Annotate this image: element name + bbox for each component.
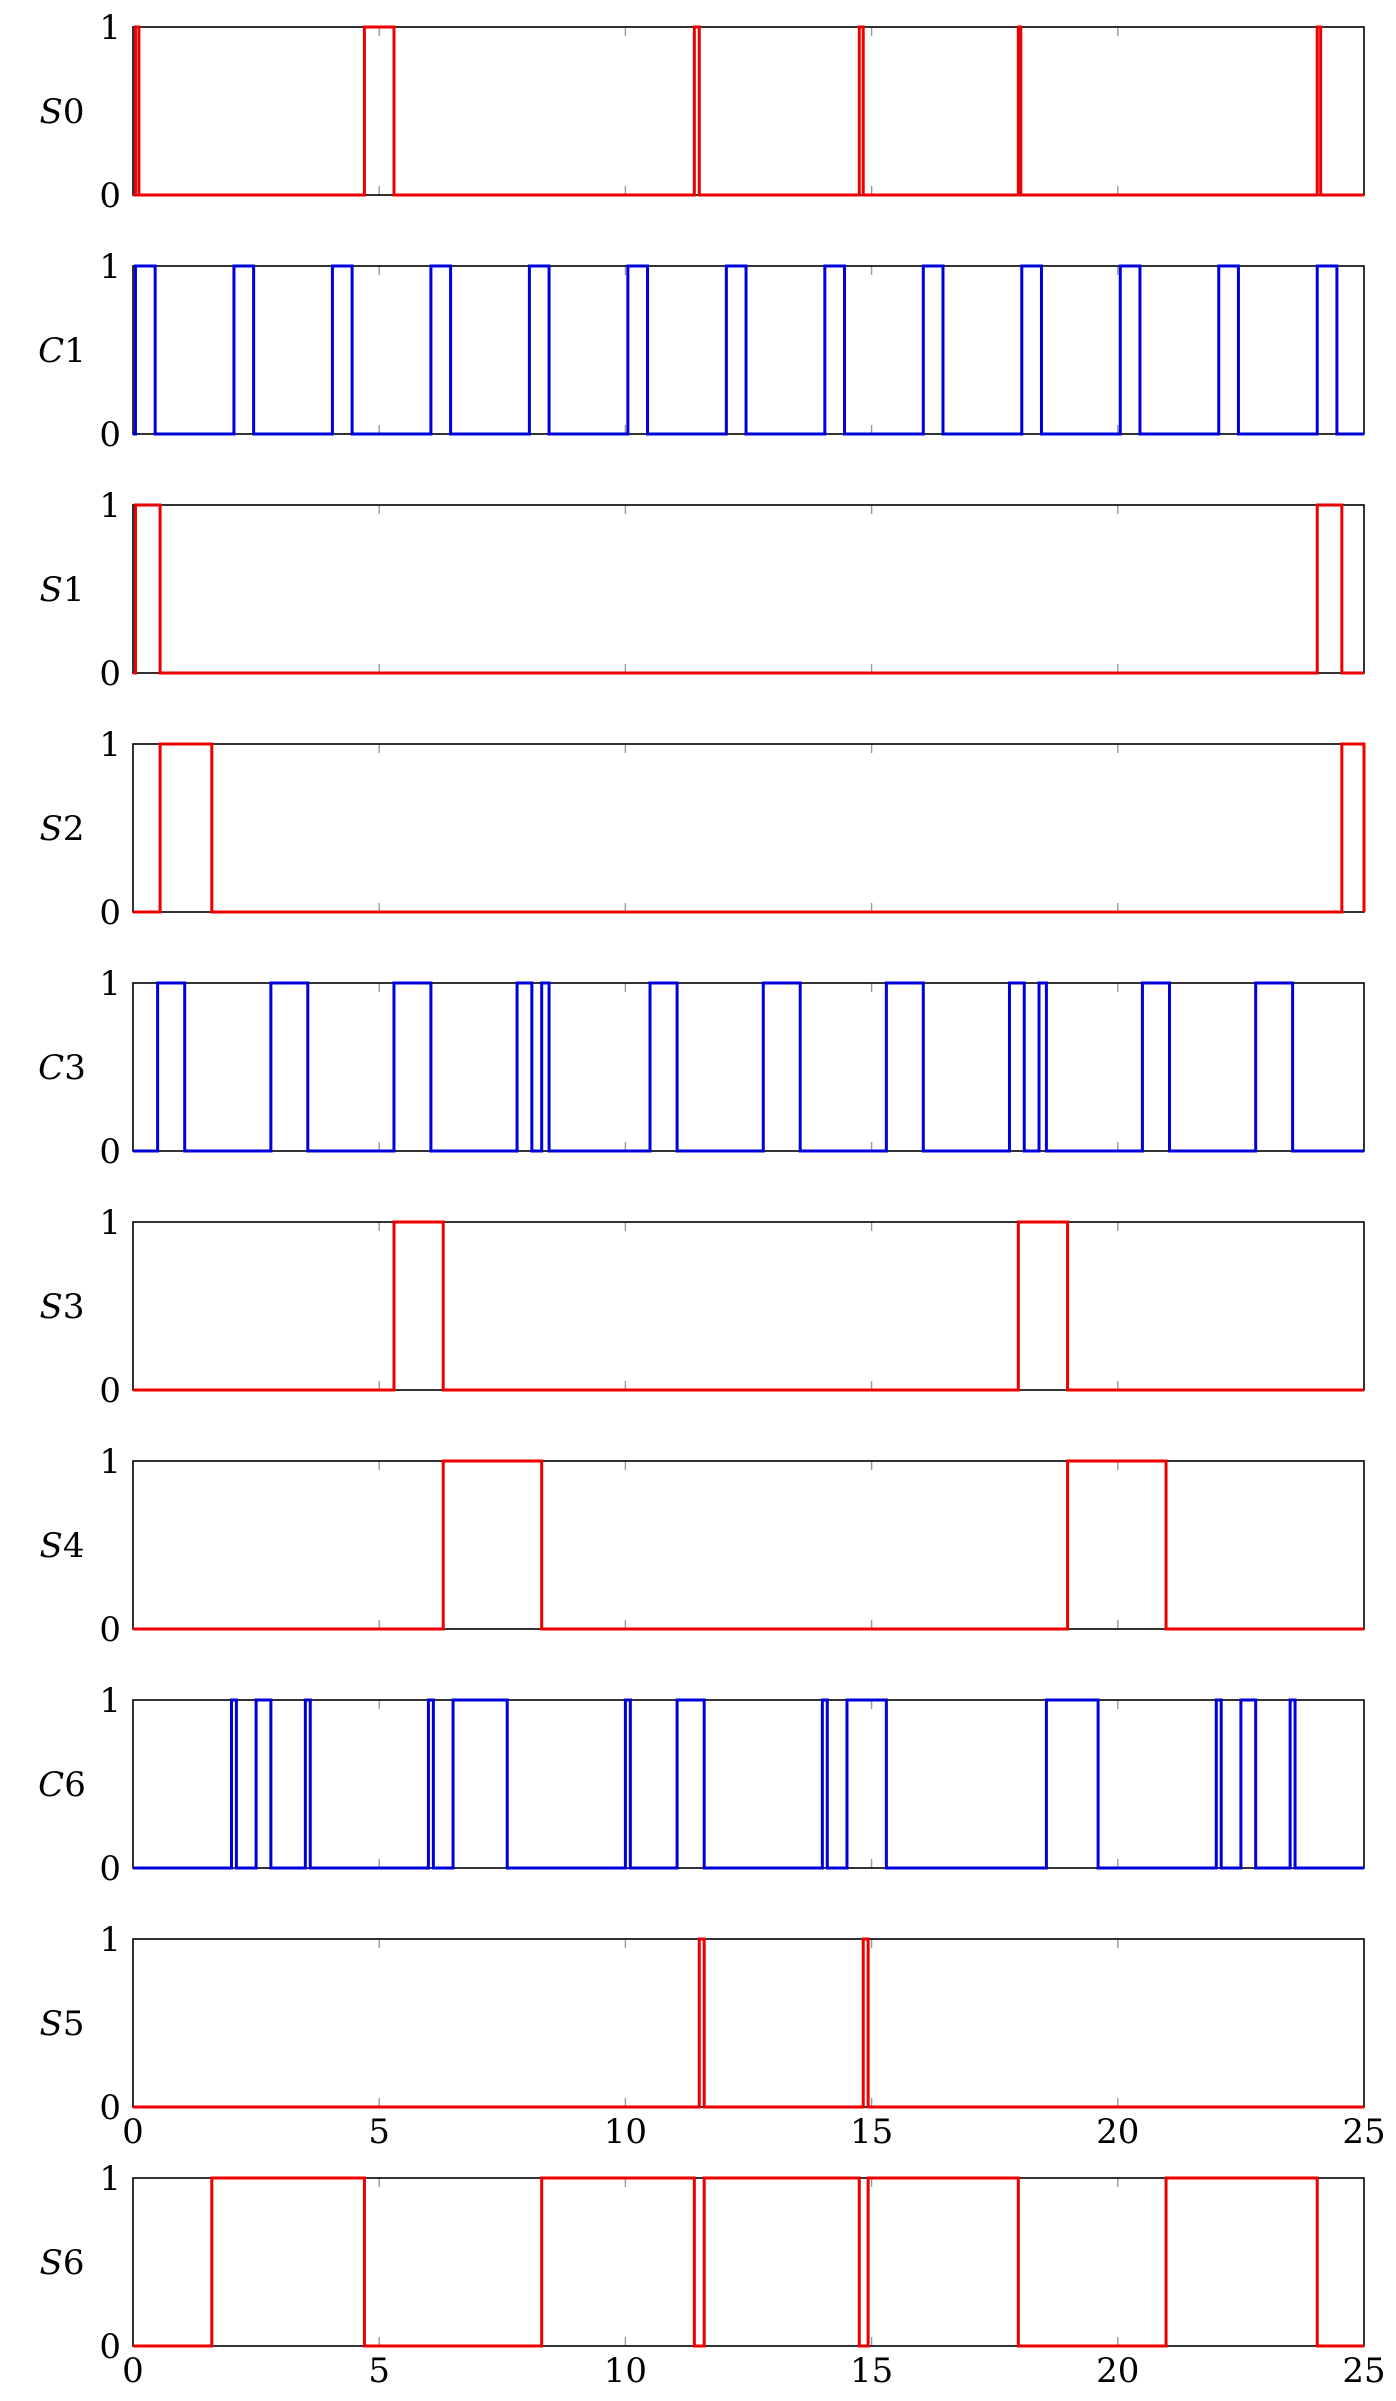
signal-s2 [133, 742, 1366, 914]
signal-s1 [133, 503, 1364, 675]
signal-s0 [133, 25, 1364, 197]
y-tick-label: 1 [99, 1920, 121, 1960]
x-tick-label: 20 [1096, 2112, 1139, 2152]
signal-c3 [133, 981, 1364, 1153]
y-tick-label: 0 [99, 415, 121, 455]
x-tick-label: 15 [850, 2351, 893, 2391]
axes-frame [132, 265, 1365, 435]
y-tick-label: 0 [99, 654, 121, 694]
signal-s3 [133, 1220, 1364, 1392]
y-tick-label: 0 [99, 1132, 121, 1172]
row-label-s0: S0 [40, 92, 85, 132]
panel-s0: 0 1 S0 [40, 8, 1365, 216]
y-tick-label: 1 [99, 247, 121, 287]
row-label-s5: S5 [40, 2004, 85, 2044]
signal-c1 [133, 264, 1364, 436]
x-tick-label: 10 [604, 2351, 647, 2391]
x-tick-label: 25 [1342, 2351, 1385, 2391]
x-tick-label: 0 [122, 2351, 144, 2391]
x-tick-label: 15 [850, 2112, 893, 2152]
y-tick-label: 0 [99, 2327, 121, 2367]
row-label-c3: C3 [38, 1048, 86, 1088]
signal-s5 [133, 1937, 1364, 2109]
panel-c1: 0 1 C1 [38, 247, 1365, 455]
panel-s5: 0 1 S5 0 5 10 15 20 25 [40, 1920, 1386, 2152]
panel-s1: 0 1 S1 [40, 486, 1365, 694]
y-tick-label: 1 [99, 1203, 121, 1243]
y-tick-label: 0 [99, 1849, 121, 1889]
axes-frame [132, 1938, 1365, 2108]
x-tick-label: 5 [368, 2351, 390, 2391]
y-tick-label: 0 [99, 1371, 121, 1411]
panel-c6: 0 1 C6 [38, 1681, 1365, 1889]
y-tick-label: 1 [99, 486, 121, 526]
row-label-s6: S6 [40, 2243, 85, 2283]
axes-frame [132, 2177, 1365, 2347]
y-tick-label: 1 [99, 1681, 121, 1721]
y-tick-label: 1 [99, 2159, 121, 2199]
axes-frame [132, 26, 1365, 196]
y-tick-label: 1 [99, 8, 121, 48]
panel-s3: 0 1 S3 [40, 1203, 1365, 1411]
x-tick-label: 10 [604, 2112, 647, 2152]
y-tick-label: 1 [99, 1442, 121, 1482]
x-tick-label: 20 [1096, 2351, 1139, 2391]
row-label-c6: C6 [38, 1765, 86, 1805]
row-label-s1: S1 [40, 570, 85, 610]
panel-s4: 0 1 S4 [40, 1442, 1365, 1650]
x-tick-label: 25 [1342, 2112, 1385, 2152]
axes-frame [132, 1699, 1365, 1869]
x-tick-label: 0 [122, 2112, 144, 2152]
axes-frame [132, 743, 1365, 913]
signal-s4 [133, 1459, 1364, 1631]
row-label-s3: S3 [40, 1287, 85, 1327]
panel-s2: 0 1 S2 [40, 725, 1366, 933]
x-tick-label: 5 [368, 2112, 390, 2152]
row-label-s4: S4 [40, 1526, 85, 1566]
y-tick-label: 0 [99, 176, 121, 216]
signal-s6 [133, 2176, 1364, 2348]
y-tick-label: 0 [99, 893, 121, 933]
row-label-s2: S2 [40, 809, 85, 849]
panel-s6: 0 1 S6 0 5 10 15 20 25 [40, 2159, 1386, 2391]
y-tick-label: 0 [99, 2088, 121, 2128]
y-tick-label: 0 [99, 1610, 121, 1650]
signal-c6 [133, 1698, 1364, 1870]
y-tick-label: 1 [99, 725, 121, 765]
panel-c3: 0 1 C3 [38, 964, 1365, 1172]
axes-frame [132, 1460, 1365, 1630]
row-label-c1: C1 [38, 331, 86, 371]
axes-frame [132, 982, 1365, 1152]
axes-frame [132, 504, 1365, 674]
axes-frame [132, 1221, 1365, 1391]
y-tick-label: 1 [99, 964, 121, 1004]
